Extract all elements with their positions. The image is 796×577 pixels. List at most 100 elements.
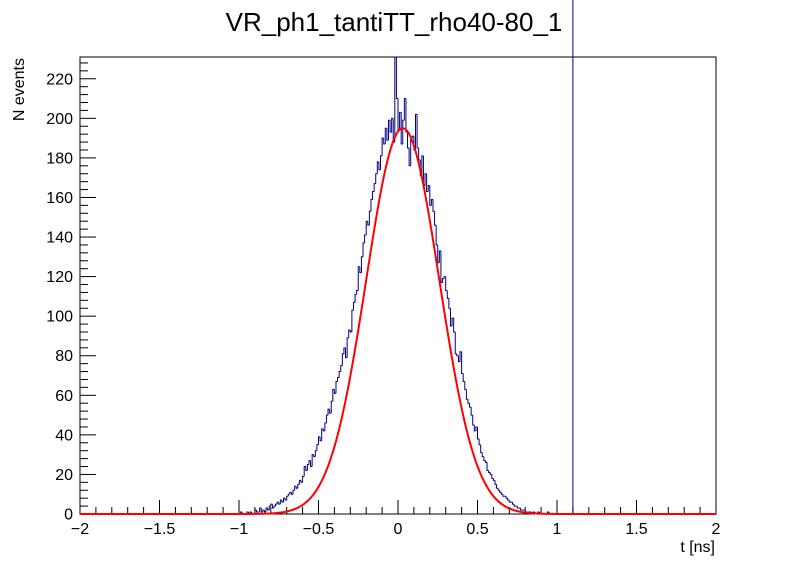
histogram-bin bbox=[499, 490, 502, 493]
histogram-bin bbox=[429, 185, 432, 206]
x-tick-label: −1 bbox=[230, 521, 248, 538]
histogram-bin bbox=[464, 381, 467, 390]
histogram-bin bbox=[372, 191, 375, 200]
histogram-bin bbox=[473, 424, 476, 432]
histogram-bin bbox=[259, 507, 262, 513]
histogram-bin bbox=[365, 220, 368, 236]
histogram-bin bbox=[373, 183, 376, 192]
x-tick-label: −2 bbox=[71, 521, 89, 538]
histogram-bin bbox=[295, 486, 298, 489]
histogram-bin bbox=[451, 317, 454, 327]
histogram-bin bbox=[472, 415, 475, 426]
histogram-bin bbox=[440, 250, 443, 284]
histogram-bin bbox=[432, 199, 435, 212]
histogram-bin bbox=[287, 493, 290, 497]
histogram-bin bbox=[516, 506, 519, 509]
histogram-bin bbox=[298, 479, 302, 485]
histogram-bin bbox=[313, 454, 316, 458]
histogram-bin bbox=[481, 452, 484, 458]
histogram-bin bbox=[408, 148, 411, 167]
histogram-bin bbox=[427, 185, 430, 192]
histogram-bin bbox=[275, 503, 278, 507]
histogram-bin bbox=[395, 57, 398, 100]
histogram-bin bbox=[356, 289, 359, 295]
histogram-bin bbox=[384, 127, 387, 145]
histogram-bin bbox=[362, 242, 365, 257]
histogram-bin bbox=[289, 491, 292, 495]
y-tick-label: 180 bbox=[46, 150, 73, 167]
histogram-bin bbox=[389, 120, 392, 133]
histogram-bin bbox=[310, 460, 313, 468]
histogram-bin bbox=[494, 480, 497, 485]
histogram-bin bbox=[359, 266, 362, 274]
histogram-bin bbox=[297, 483, 300, 489]
histogram-bin bbox=[333, 389, 336, 394]
histogram-bin bbox=[457, 355, 461, 363]
histogram-bin bbox=[375, 173, 378, 184]
y-tick-label: 220 bbox=[46, 71, 73, 88]
histogram-bin bbox=[443, 276, 446, 279]
histogram-bin bbox=[254, 509, 257, 514]
histogram-bin bbox=[489, 472, 492, 475]
histogram-bin bbox=[281, 500, 284, 503]
histogram-bin bbox=[294, 485, 297, 491]
x-axis-label: t [ns] bbox=[680, 539, 715, 556]
histogram-bin bbox=[424, 173, 427, 186]
histogram-bin bbox=[484, 460, 488, 464]
histogram-bin bbox=[367, 221, 370, 226]
histogram-bin bbox=[488, 470, 491, 473]
histogram-bin bbox=[449, 308, 453, 327]
histogram-bin bbox=[357, 266, 360, 291]
histogram-bin bbox=[407, 132, 410, 149]
histogram-bin bbox=[283, 497, 286, 503]
fit-series bbox=[80, 127, 716, 515]
histogram-bin bbox=[511, 502, 515, 505]
histogram-bin bbox=[469, 403, 472, 408]
histogram-bin bbox=[316, 444, 319, 451]
histogram-bin bbox=[438, 250, 441, 263]
histogram-bin bbox=[260, 508, 263, 513]
histogram-bin bbox=[368, 210, 371, 226]
histogram-bin bbox=[341, 353, 344, 366]
histogram-bin bbox=[351, 309, 354, 332]
histogram-bin bbox=[426, 173, 429, 193]
histogram-bin bbox=[319, 436, 322, 442]
histogram-bin bbox=[453, 318, 456, 333]
histogram-bin bbox=[416, 114, 419, 149]
histogram-bin bbox=[346, 337, 349, 358]
histogram-bin bbox=[483, 456, 486, 462]
histogram-bin bbox=[327, 408, 330, 416]
histogram-bin bbox=[403, 98, 406, 121]
histogram-bin bbox=[337, 376, 340, 382]
histogram-bin bbox=[276, 501, 279, 505]
histogram-bin bbox=[340, 365, 343, 372]
histogram-bin bbox=[325, 414, 329, 423]
histogram-bin bbox=[465, 389, 468, 400]
y-axis-label: N events bbox=[11, 58, 28, 121]
y-axis: 0 20 40 60 80 100 120 140 160 180 200 220 bbox=[46, 62, 96, 524]
histogram-bin bbox=[394, 56, 397, 143]
x-tick-label: 0 bbox=[394, 521, 403, 538]
histogram-bin bbox=[459, 351, 462, 362]
histogram-bin bbox=[349, 330, 352, 333]
histogram-bin bbox=[300, 480, 303, 483]
histogram-bin bbox=[290, 492, 294, 495]
histogram-bin bbox=[314, 450, 317, 457]
histogram-bin bbox=[446, 290, 449, 299]
histogram-bin bbox=[505, 496, 508, 499]
histogram-bin bbox=[462, 373, 465, 382]
histogram-bin bbox=[278, 502, 281, 505]
y-tick-label: 200 bbox=[46, 111, 73, 128]
histogram-bin bbox=[497, 488, 500, 491]
histogram-bin bbox=[305, 466, 308, 471]
histogram-bin bbox=[306, 464, 309, 471]
histogram-bin bbox=[430, 198, 433, 206]
histogram-bin bbox=[475, 426, 478, 431]
histogram-bin bbox=[454, 331, 457, 355]
x-tick-label: 1.5 bbox=[625, 521, 647, 538]
histogram-bin bbox=[292, 489, 295, 495]
histogram-bin bbox=[321, 428, 324, 441]
histogram-bin bbox=[470, 407, 473, 416]
